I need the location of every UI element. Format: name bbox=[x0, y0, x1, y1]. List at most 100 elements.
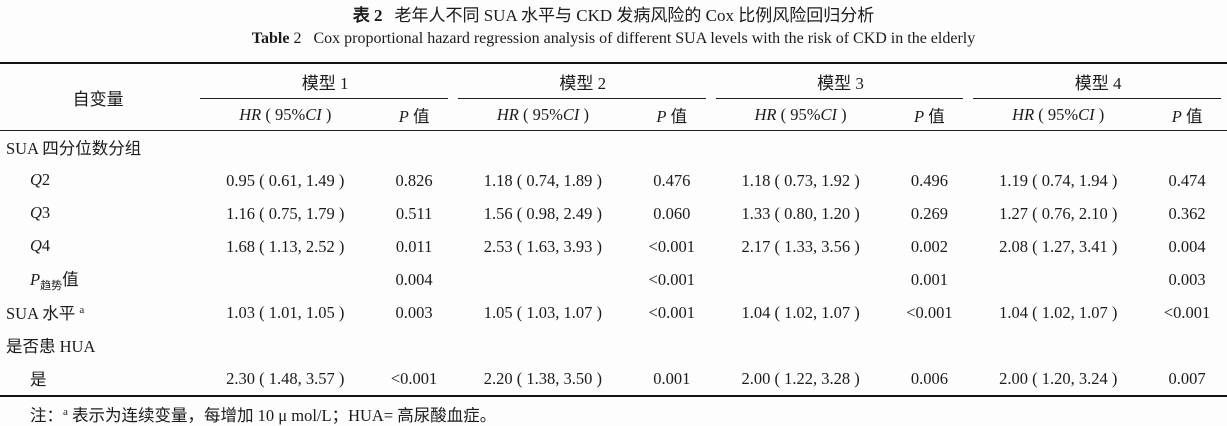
p-value-cell: 0.002 bbox=[910, 236, 948, 256]
hr-ci-cell bbox=[196, 263, 374, 296]
hr-ci-cell: 2.08 ( 1.27, 3.41 ) bbox=[999, 236, 1118, 256]
p-value-cell bbox=[890, 131, 970, 165]
p-value-cell: 0.826 bbox=[395, 170, 433, 190]
hr-ci-cell: 1.18 ( 0.73, 1.92 ) bbox=[741, 170, 860, 190]
table-row-p-trend: P趋势值 0.004 <0.001 0.001 0.003 bbox=[0, 263, 1227, 296]
footnote-superscript-a: a bbox=[63, 406, 68, 418]
p-value-cell: 0.003 bbox=[395, 302, 433, 322]
table-row-hua-yes: 是 2.30 ( 1.48, 3.57 ) <0.001 2.20 ( 1.38… bbox=[0, 362, 1227, 396]
hr-ci-cell: 1.68 ( 1.13, 2.52 ) bbox=[226, 236, 345, 256]
hr-ci-cell bbox=[712, 329, 890, 362]
table-row-q2: Q2 0.95 ( 0.61, 1.49 ) 0.826 1.18 ( 0.74… bbox=[0, 164, 1227, 197]
hr-ci-cell: 1.04 ( 1.02, 1.07 ) bbox=[741, 302, 860, 322]
p-value-cell: 0.269 bbox=[910, 203, 948, 223]
column-header-hr-ci: HR ( 95%CI ) bbox=[711, 99, 890, 131]
hr-ci-cell bbox=[969, 131, 1147, 165]
p-value-cell: <0.001 bbox=[1163, 302, 1211, 322]
column-header-p-value: P 值 bbox=[631, 99, 712, 131]
p-value-cell: 0.476 bbox=[653, 170, 691, 190]
table-titles: 表 2 老年人不同 SUA 水平与 CKD 发病风险的 Cox 比例风险回归分析 … bbox=[0, 0, 1227, 50]
p-value-cell: 0.001 bbox=[653, 368, 691, 388]
row-label: Q4 bbox=[30, 235, 51, 255]
p-value-cell bbox=[1147, 131, 1227, 165]
column-header-model-3: 模型 3 bbox=[712, 63, 970, 99]
column-header-p-value: P 值 bbox=[1147, 99, 1227, 131]
p-value-cell: 0.060 bbox=[653, 203, 691, 223]
p-value-cell bbox=[890, 329, 970, 362]
p-value-cell: 0.003 bbox=[1168, 269, 1206, 289]
p-value-cell: 0.511 bbox=[395, 203, 433, 223]
p-value-cell bbox=[374, 329, 454, 362]
p-value-cell: <0.001 bbox=[648, 269, 695, 289]
row-label: Q2 bbox=[30, 169, 51, 189]
table-row-q4: Q4 1.68 ( 1.13, 2.52 ) 0.011 2.53 ( 1.63… bbox=[0, 230, 1227, 263]
hr-ci-cell: 2.53 ( 1.63, 3.93 ) bbox=[483, 236, 603, 256]
p-value-cell: 0.001 bbox=[910, 269, 948, 289]
p-value-cell: <0.001 bbox=[648, 302, 695, 322]
table-row-hua-section: 是否患 HUA bbox=[0, 329, 1227, 362]
p-value-cell: 0.006 bbox=[910, 368, 948, 388]
hr-ci-cell bbox=[712, 263, 890, 296]
hr-ci-cell: 1.18 ( 0.74, 1.89 ) bbox=[483, 170, 603, 190]
table-row-q3: Q3 1.16 ( 0.75, 1.79 ) 0.511 1.56 ( 0.98… bbox=[0, 197, 1227, 230]
p-value-cell bbox=[374, 131, 454, 165]
hr-ci-cell bbox=[196, 131, 374, 165]
row-label: SUA 四分位数分组 bbox=[6, 138, 142, 158]
hr-ci-cell: 1.05 ( 1.03, 1.07 ) bbox=[483, 302, 603, 322]
hr-ci-cell: 1.19 ( 0.74, 1.94 ) bbox=[999, 170, 1118, 190]
p-value-cell: 0.004 bbox=[1168, 236, 1206, 256]
p-value-cell: 0.474 bbox=[1168, 170, 1206, 190]
column-header-variable: 自变量 bbox=[0, 63, 197, 131]
p-value-cell: <0.001 bbox=[390, 368, 438, 388]
hr-ci-cell bbox=[712, 131, 890, 165]
p-value-cell: 0.362 bbox=[1168, 203, 1206, 223]
column-header-hr-ci: HR ( 95%CI ) bbox=[196, 99, 375, 131]
hr-ci-cell: 1.33 ( 0.80, 1.20 ) bbox=[741, 203, 860, 223]
column-header-model-2: 模型 2 bbox=[454, 63, 712, 99]
hr-ci-cell: 2.30 ( 1.48, 3.57 ) bbox=[226, 368, 345, 388]
row-label: Q3 bbox=[30, 202, 51, 222]
p-value-cell: 0.496 bbox=[910, 170, 948, 190]
hr-ci-cell bbox=[969, 329, 1147, 362]
hr-ci-cell bbox=[454, 131, 632, 165]
table-row-sua-level: SUA 水平 a 1.03 ( 1.01, 1.05 ) 0.003 1.05 … bbox=[0, 296, 1227, 329]
table-number-en-word: Table bbox=[251, 30, 290, 47]
p-value-cell: 0.004 bbox=[395, 269, 433, 289]
column-header-model-1: 模型 1 bbox=[196, 63, 454, 99]
column-header-hr-ci: HR ( 95%CI ) bbox=[969, 99, 1148, 131]
p-value-cell bbox=[1147, 329, 1227, 362]
table-number-zh: 表 2 bbox=[352, 6, 383, 25]
p-value-cell: 0.011 bbox=[395, 236, 433, 256]
footnote-prefix: 注： bbox=[30, 406, 63, 425]
row-label: SUA 水平 a bbox=[6, 303, 85, 323]
table-title-en-text: Cox proportional hazard regression analy… bbox=[313, 30, 976, 47]
cox-regression-table: 自变量 模型 1 模型 2 模型 3 模型 4 HR ( 95%CI ) P 值… bbox=[0, 62, 1227, 397]
table-title-zh: 表 2 老年人不同 SUA 水平与 CKD 发病风险的 Cox 比例风险回归分析 bbox=[0, 4, 1227, 28]
hr-ci-cell: 2.20 ( 1.38, 3.50 ) bbox=[483, 368, 603, 388]
header-sub-row: HR ( 95%CI ) P 值 HR ( 95%CI ) P 值 HR ( 9… bbox=[0, 99, 1227, 131]
hr-ci-cell: 2.17 ( 1.33, 3.56 ) bbox=[741, 236, 860, 256]
hr-ci-cell: 1.16 ( 0.75, 1.79 ) bbox=[226, 203, 345, 223]
p-value-cell bbox=[632, 329, 712, 362]
hr-ci-cell bbox=[196, 329, 374, 362]
row-label: 是否患 HUA bbox=[6, 336, 96, 356]
column-header-p-value: P 值 bbox=[374, 99, 454, 131]
hr-ci-cell: 1.03 ( 1.01, 1.05 ) bbox=[226, 302, 345, 322]
hr-ci-cell bbox=[454, 329, 632, 362]
hr-ci-cell: 1.56 ( 0.98, 2.49 ) bbox=[483, 203, 603, 223]
p-value-cell bbox=[632, 131, 712, 165]
p-value-cell: <0.001 bbox=[648, 236, 695, 256]
hr-ci-cell: 1.04 ( 1.02, 1.07 ) bbox=[999, 302, 1118, 322]
row-label: 是 bbox=[30, 369, 47, 389]
table-title-en: Table 2 Cox proportional hazard regressio… bbox=[0, 28, 1227, 50]
hr-ci-cell: 0.95 ( 0.61, 1.49 ) bbox=[226, 170, 345, 190]
header-group-row: 自变量 模型 1 模型 2 模型 3 模型 4 bbox=[0, 63, 1227, 131]
footnote-text: 表示为连续变量，每增加 10 μ mol/L；HUA= 高尿酸血症。 bbox=[67, 406, 497, 425]
hr-ci-cell bbox=[969, 263, 1147, 296]
row-label: P趋势值 bbox=[30, 270, 79, 292]
p-value-cell: 0.007 bbox=[1168, 368, 1206, 388]
p-value-cell: <0.001 bbox=[906, 302, 953, 322]
table-number-en-num: 2 bbox=[289, 30, 302, 47]
hr-ci-cell bbox=[454, 263, 632, 296]
